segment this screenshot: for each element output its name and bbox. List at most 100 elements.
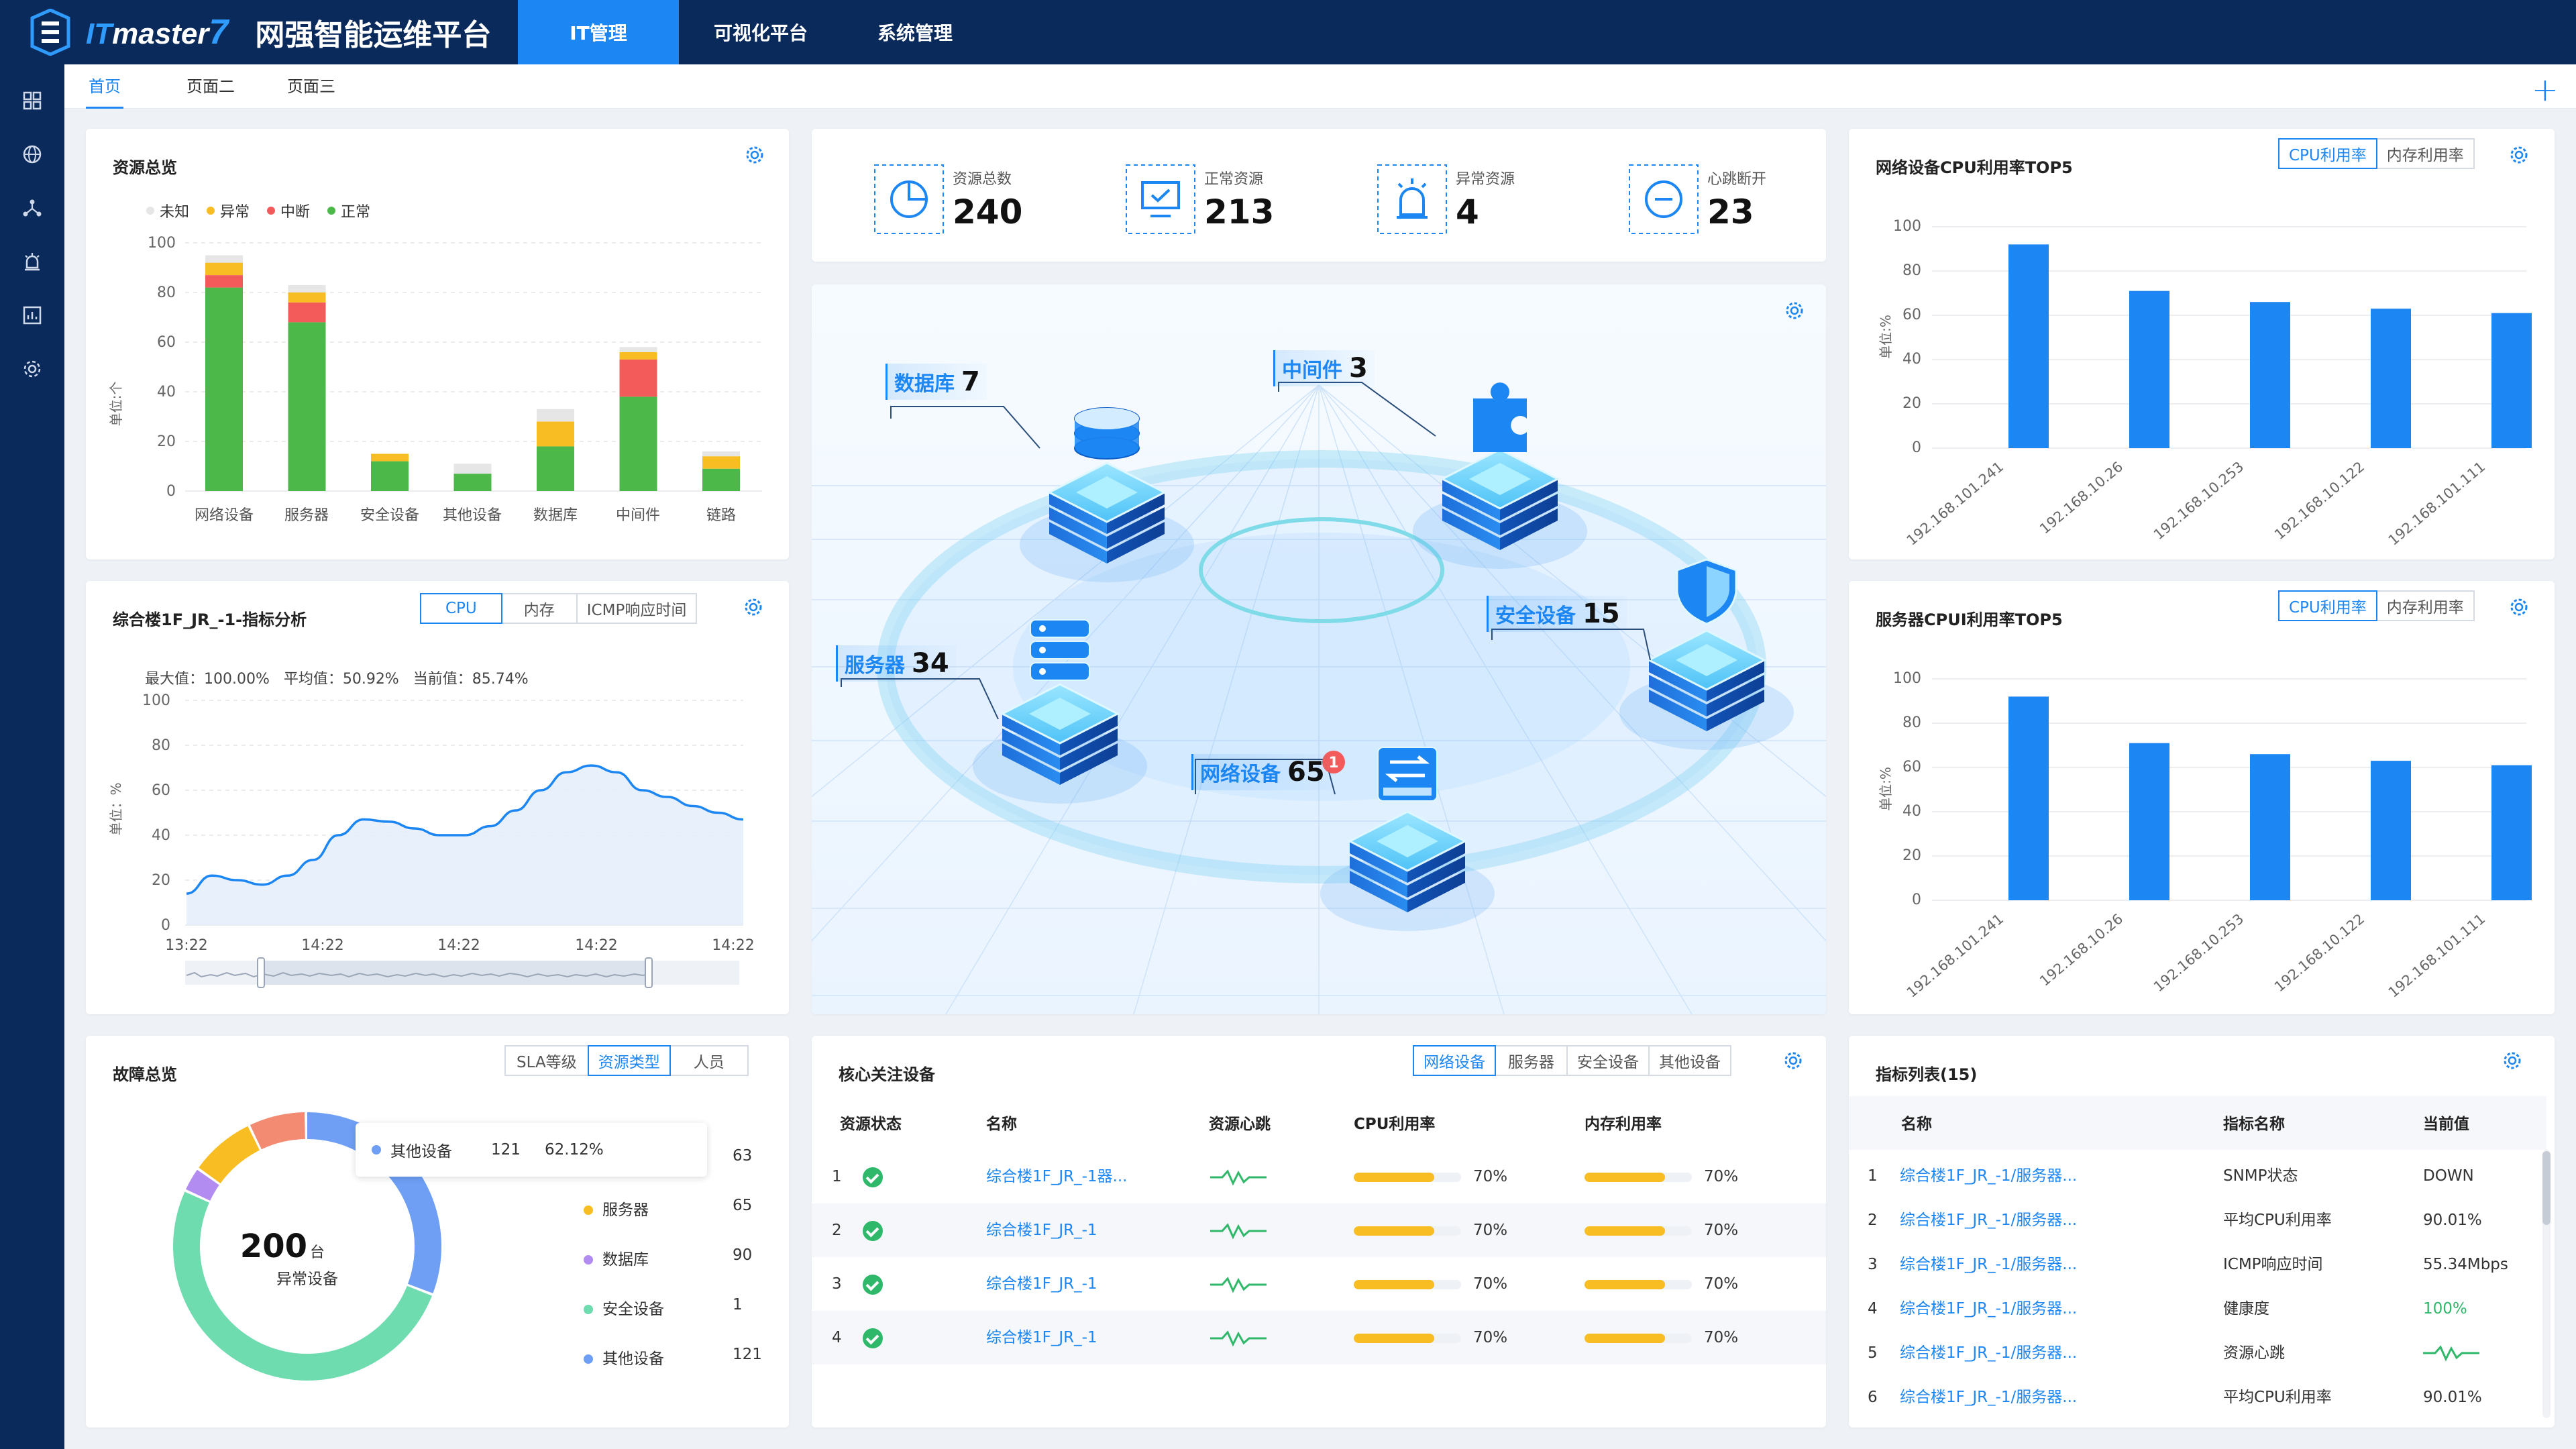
resource-name-link[interactable]: 综合楼1F_JR_-1/服务器... xyxy=(1900,1344,2078,1362)
topology-scene: 1 xyxy=(812,382,1826,1014)
line-series xyxy=(186,764,744,895)
alert-badge-count: 1 xyxy=(1328,755,1338,771)
table-row[interactable]: 6 综合楼1F_JR_-1/服务器... 平均CPU利用率 90.01% xyxy=(1849,1375,2555,1419)
cpu-usage-value: 70% xyxy=(1473,1275,1508,1293)
segment-sla-level[interactable]: SLA等级 xyxy=(504,1045,589,1076)
table-row[interactable]: 5 综合楼1F_JR_-1/服务器... 资源心跳 xyxy=(1849,1331,2555,1375)
topology-label-middleware[interactable]: 中间件 3 xyxy=(1273,350,1375,386)
segment-cpu-utilization[interactable]: CPU利用率 xyxy=(2278,590,2377,621)
segment-server[interactable]: 服务器 xyxy=(1495,1045,1568,1076)
device-name-link[interactable]: 综合楼1F_JR_-1 xyxy=(986,1222,1097,1239)
resource-name-link[interactable]: 综合楼1F_JR_-1/服务器... xyxy=(1900,1300,2078,1318)
table-row[interactable]: 4 综合楼1F_JR_-1 70% 70% xyxy=(812,1311,1826,1364)
table-row[interactable]: 2 综合楼1F_JR_-1/服务器... 平均CPU利用率 90.01% xyxy=(1849,1198,2555,1242)
kpi-total: 资源总数 240 xyxy=(872,162,1022,236)
scrollbar[interactable] xyxy=(2542,1150,2551,1418)
topology-node-cube xyxy=(1320,747,1495,931)
segment-network-device[interactable]: 网络设备 xyxy=(1413,1045,1496,1076)
topology-label-network[interactable]: 网络设备 65 xyxy=(1191,754,1332,790)
bar-segment xyxy=(205,287,243,491)
zoom-slider-handle-left[interactable] xyxy=(257,957,265,988)
resource-name-link[interactable]: 综合楼1F_JR_-1/服务器... xyxy=(1900,1389,2078,1406)
bar-segment xyxy=(619,359,657,397)
zoom-slider-window[interactable] xyxy=(262,961,648,985)
gear-icon[interactable] xyxy=(2508,596,2530,619)
gear-icon[interactable] xyxy=(2501,1049,2524,1072)
kpi-label: 正常资源 xyxy=(1204,171,1264,188)
settings-icon[interactable] xyxy=(0,342,64,396)
resource-name-link[interactable]: 综合楼1F_JR_-1/服务器... xyxy=(1900,1256,2078,1273)
logo-icon xyxy=(30,9,70,56)
segment-icmp[interactable]: ICMP响应时间 xyxy=(576,593,698,624)
tab-page-three[interactable]: 页面三 xyxy=(287,76,335,96)
table-row[interactable]: 3 综合楼1F_JR_-1 70% 70% xyxy=(812,1257,1826,1311)
kpi-normal: 正常资源 213 xyxy=(1124,162,1274,236)
scrollbar-thumb[interactable] xyxy=(2542,1151,2551,1225)
topology-label-security[interactable]: 安全设备 15 xyxy=(1487,596,1627,632)
row-index: 4 xyxy=(832,1329,842,1346)
bar xyxy=(2250,302,2290,448)
table-row[interactable]: 3 综合楼1F_JR_-1/服务器... ICMP响应时间 55.34Mbps xyxy=(1849,1242,2555,1287)
segment-memory-utilization[interactable]: 内存利用率 xyxy=(2375,590,2475,621)
row-index: 4 xyxy=(1868,1300,1878,1318)
y-tick-label: 60 xyxy=(1902,759,1921,775)
globe-icon[interactable] xyxy=(0,127,64,181)
panel-title: 故障总览 xyxy=(113,1065,177,1084)
device-name-link[interactable]: 综合楼1F_JR_-1器... xyxy=(986,1168,1128,1185)
grid-icon[interactable] xyxy=(0,74,64,127)
nav-visualization[interactable]: 可视化平台 xyxy=(714,22,808,44)
segment-personnel[interactable]: 人员 xyxy=(669,1045,749,1076)
topology-label-server[interactable]: 服务器 34 xyxy=(836,645,956,682)
gear-icon[interactable] xyxy=(743,144,766,166)
y-tick-label: 60 xyxy=(157,334,176,351)
table-row[interactable]: 1 综合楼1F_JR_-1器... 70% 70% xyxy=(812,1150,1826,1203)
table-row[interactable]: 1 综合楼1F_JR_-1/服务器... SNMP状态 DOWN xyxy=(1849,1154,2555,1198)
gear-icon[interactable] xyxy=(1782,1049,1805,1072)
y-tick-label: 40 xyxy=(1902,803,1921,820)
gear-icon[interactable] xyxy=(1783,299,1806,322)
add-tab-button[interactable]: + xyxy=(2531,71,2559,109)
metric-segment-control: CPU 内存 ICMP响应时间 xyxy=(420,593,698,624)
resource-name-link[interactable]: 综合楼1F_JR_-1/服务器... xyxy=(1900,1212,2078,1229)
device-name-link[interactable]: 综合楼1F_JR_-1 xyxy=(986,1329,1097,1346)
column-header: 资源心跳 xyxy=(1209,1116,1271,1133)
tab-page-two[interactable]: 页面二 xyxy=(186,76,235,96)
resource-name-link[interactable]: 综合楼1F_JR_-1/服务器... xyxy=(1900,1167,2078,1185)
segment-cpu[interactable]: CPU xyxy=(420,593,502,624)
heartbeat-icon xyxy=(1210,1277,1267,1293)
segment-security-device[interactable]: 安全设备 xyxy=(1566,1045,1650,1076)
gear-icon[interactable] xyxy=(742,596,765,619)
segment-cpu-utilization[interactable]: CPU利用率 xyxy=(2278,138,2377,169)
y-tick-label: 100 xyxy=(142,692,170,709)
chart-legend: 未知 异常 中断 正常 xyxy=(146,200,388,221)
alarm-icon[interactable] xyxy=(0,235,64,288)
topology-icon[interactable] xyxy=(0,181,64,235)
nav-it-management[interactable]: IT管理 xyxy=(518,0,679,64)
x-tick-label: 14:22 xyxy=(301,937,343,954)
gear-icon[interactable] xyxy=(2508,144,2530,166)
segment-memory[interactable]: 内存 xyxy=(500,593,578,624)
table-row[interactable]: 2 综合楼1F_JR_-1 70% 70% xyxy=(812,1203,1826,1257)
metric-name: 资源心跳 xyxy=(2223,1344,2285,1362)
legend-item: 正常 xyxy=(327,200,370,221)
memory-usage-value: 70% xyxy=(1704,1222,1739,1239)
y-tick-labels: 100 80 60 40 20 0 xyxy=(148,235,176,500)
device-name-link[interactable]: 综合楼1F_JR_-1 xyxy=(986,1275,1097,1293)
bar-segment xyxy=(205,255,243,263)
row-index: 1 xyxy=(832,1168,842,1185)
zoom-slider-handle-right[interactable] xyxy=(645,957,653,988)
tab-home[interactable]: 首页 xyxy=(86,64,123,109)
report-icon[interactable] xyxy=(0,288,64,342)
y-axis-label: 单位:% xyxy=(1878,767,1894,811)
x-tick-label: 数据库 xyxy=(533,507,578,524)
bar-segment xyxy=(702,456,740,469)
topology-label-database[interactable]: 数据库 7 xyxy=(885,364,987,400)
bar-segment xyxy=(288,302,326,323)
segment-memory-utilization[interactable]: 内存利用率 xyxy=(2375,138,2475,169)
nav-system-management[interactable]: 系统管理 xyxy=(877,22,953,44)
segment-resource-type[interactable]: 资源类型 xyxy=(587,1045,671,1076)
segment-other-device[interactable]: 其他设备 xyxy=(1648,1045,1731,1076)
x-tick-labels: 13:22 14:22 14:22 14:22 14:22 xyxy=(165,937,754,954)
metric-area-chart: 单位：% 100 80 60 40 20 0 13:22 14:22 14:22… xyxy=(108,692,755,988)
table-row[interactable]: 4 综合楼1F_JR_-1/服务器... 健康度 100% xyxy=(1849,1287,2555,1331)
